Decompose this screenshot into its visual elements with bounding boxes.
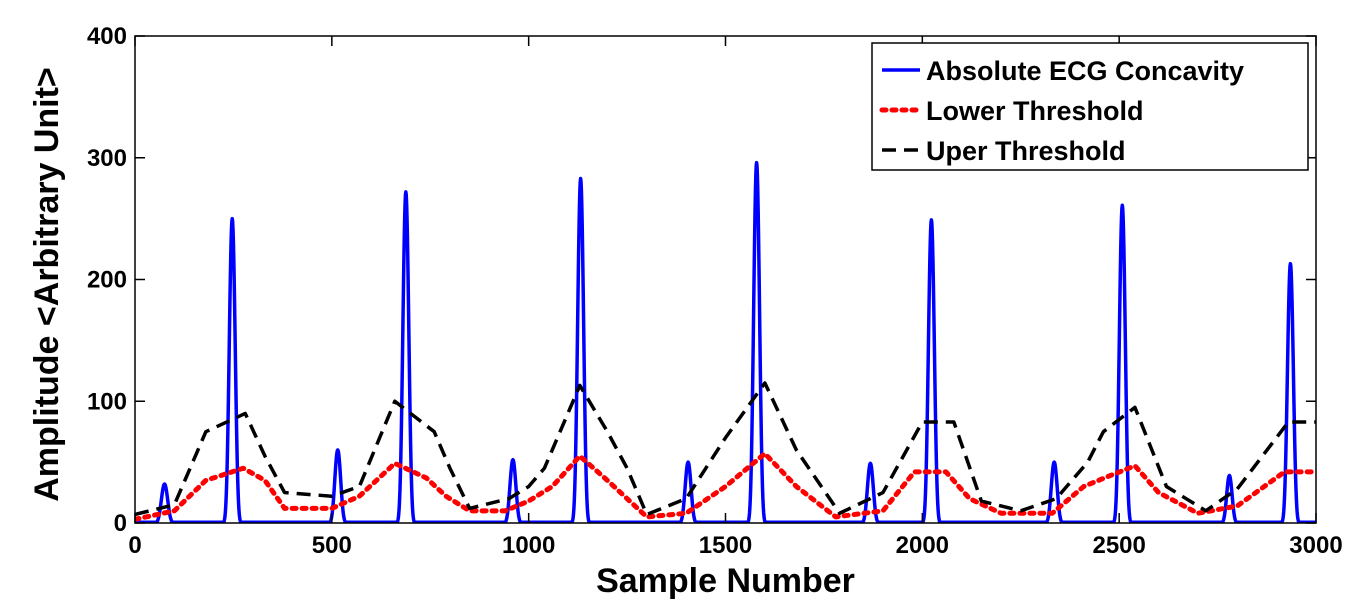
legend-label-lower-threshold: Lower Threshold: [926, 96, 1144, 126]
x-tick-label: 1000: [502, 532, 555, 559]
ticks: 0 500 1000 1500 2000 2500 3000 0 100 200 300 400: [87, 23, 1343, 559]
x-tick-label: 2000: [896, 532, 949, 559]
x-tick-label: 500: [312, 532, 352, 559]
x-tick-label: 1500: [699, 532, 752, 559]
y-axis-label: Amplitude <Arbitrary Unit>: [28, 67, 66, 502]
y-tick-label: 300: [87, 145, 127, 172]
series-line-lower-threshold: [135, 451, 1316, 522]
series-line-uper-threshold: [135, 381, 1316, 517]
x-axis-label: Sample Number: [596, 562, 855, 600]
legend-label-absolute-ecg-concavity: Absolute ECG Concavity: [926, 56, 1244, 86]
x-tick-label: 3000: [1289, 532, 1342, 559]
y-tick-label: 400: [87, 23, 127, 50]
x-tick-label: 0: [128, 532, 141, 559]
legend: Absolute ECG Concavity Lower Threshold U…: [871, 42, 1309, 171]
legend-box: [871, 42, 1309, 171]
y-tick-label: 0: [114, 510, 127, 537]
x-tick-label: 2500: [1092, 532, 1145, 559]
y-tick-label: 100: [87, 388, 127, 415]
y-tick-label: 200: [87, 267, 127, 294]
legend-label-uper-threshold: Uper Threshold: [926, 136, 1126, 166]
